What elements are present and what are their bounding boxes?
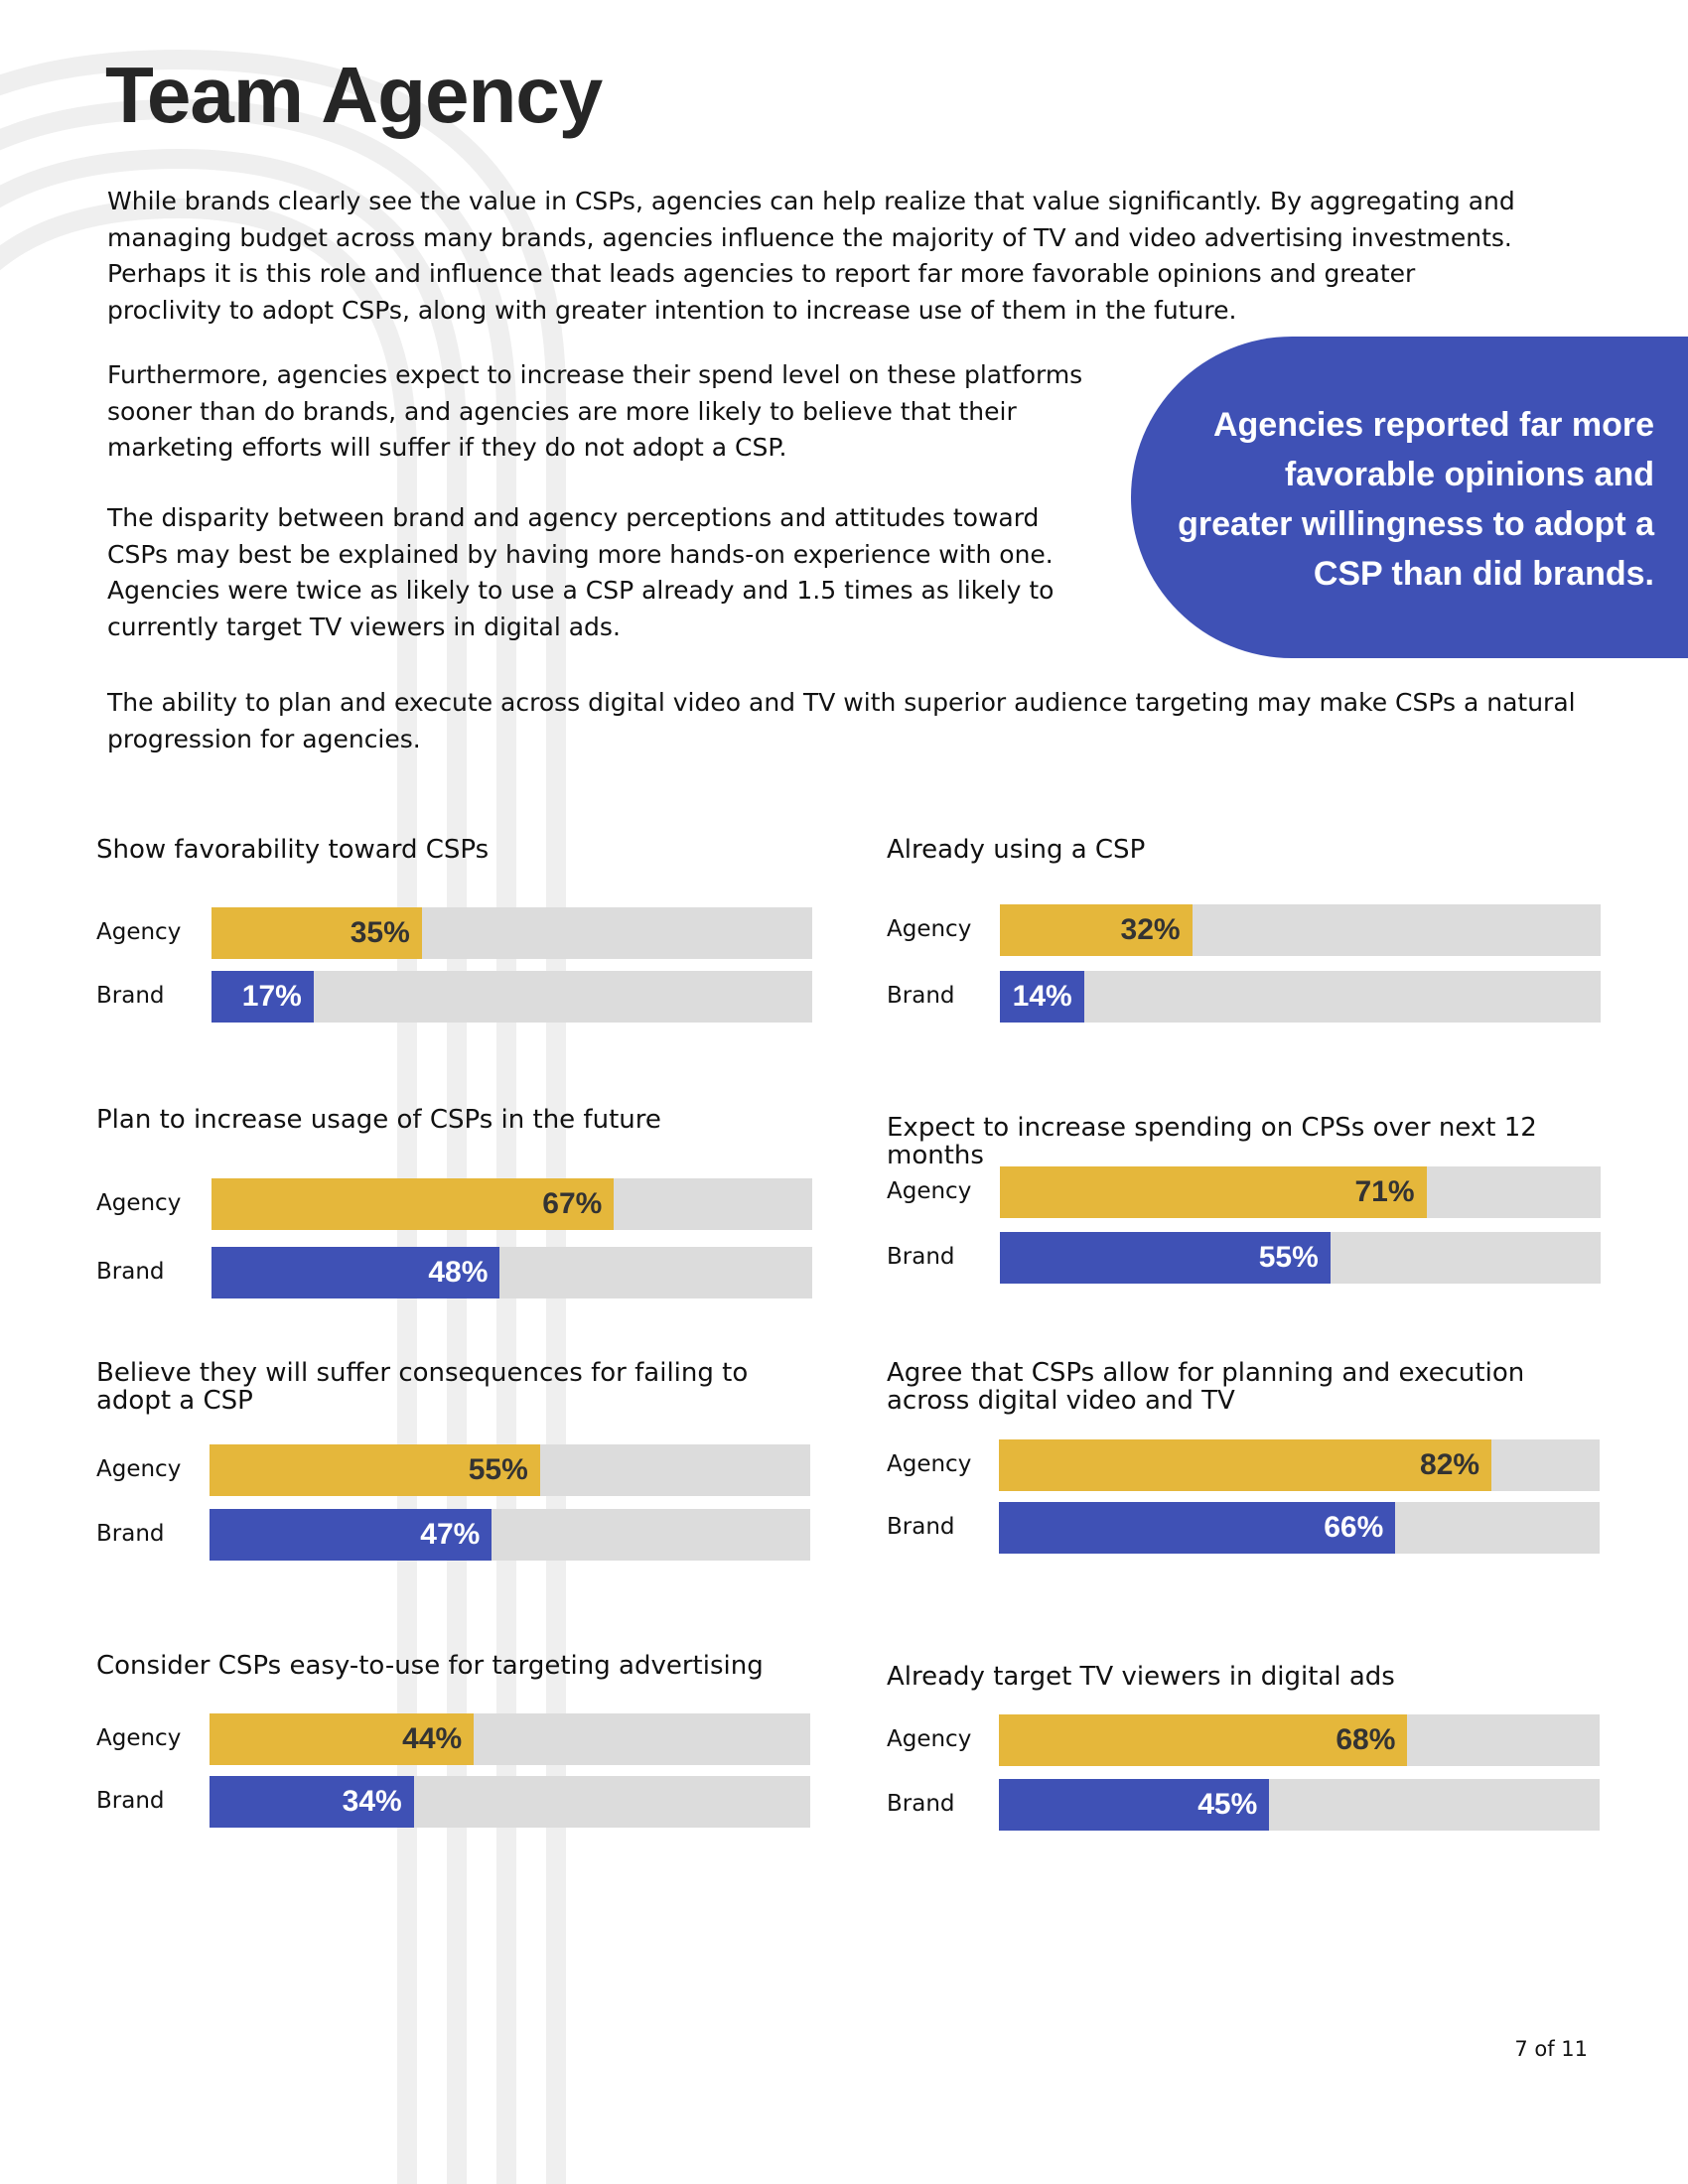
bar [999,1779,1270,1831]
page-number: 7 of 11 [1514,2037,1588,2061]
bar [210,1776,414,1828]
value-label: 32% [1120,913,1181,946]
value-label: 48% [428,1256,489,1289]
callout-box [1131,337,1688,658]
category-label: Brand [887,1244,955,1270]
chart-title: Consider CSPs easy-to-use for targeting … [96,1651,764,1681]
value-label: 55% [1258,1241,1319,1274]
category-label: Brand [887,1791,955,1817]
value-label: 66% [1324,1511,1384,1544]
paragraph: While brands clearly see the value in CS… [107,187,1515,325]
chart-title: Plan to increase usage of CSPs in the fu… [96,1105,661,1135]
category-label: Brand [96,983,165,1009]
bar [1000,1232,1331,1284]
value-label: 17% [241,980,302,1013]
paragraph: The ability to plan and execute across d… [107,688,1576,753]
value-label: 71% [1354,1175,1415,1208]
bar [210,1509,492,1561]
value-label: 44% [402,1722,463,1755]
bar [210,1444,540,1496]
chart-title: Expect to increase spending on CPSs over… [887,1113,1537,1170]
bar [999,1439,1492,1491]
bar [211,971,314,1023]
paragraph: The disparity between brand and agency p… [107,503,1055,641]
bar [210,1713,475,1765]
value-label: 14% [1012,980,1072,1013]
bar [999,1502,1396,1554]
background-decoration [0,49,566,2184]
page-title: Team Agency [105,51,603,139]
bar [999,1714,1408,1766]
value-label: 67% [542,1187,603,1220]
category-label: Brand [96,1259,165,1285]
callout-text: Agencies reported far more favorable opi… [1178,406,1654,593]
category-label: Agency [887,916,972,942]
value-label: 34% [342,1785,402,1818]
chart-title: Agree that CSPs allow for planning and e… [887,1358,1525,1416]
value-label: 47% [420,1518,481,1551]
chart-title: Already using a CSP [887,835,1146,865]
chart-title: Show favorability toward CSPs [96,835,490,865]
category-label: Brand [887,983,955,1009]
bar [1000,1166,1427,1218]
bar [211,907,422,959]
paragraph: Furthermore, agencies expect to increase… [107,360,1083,462]
value-label: 82% [1420,1448,1480,1481]
chart-title: Believe they will suffer consequences fo… [96,1358,749,1416]
category-label: Agency [96,1725,182,1751]
bar [211,1247,500,1298]
category-label: Brand [887,1514,955,1540]
category-label: Brand [96,1521,165,1547]
category-label: Brand [96,1788,165,1814]
bar-track [1000,971,1601,1023]
value-label: 68% [1336,1723,1396,1756]
bar [1000,971,1084,1023]
category-label: Agency [887,1451,972,1477]
category-label: Agency [96,1190,182,1216]
bar [1000,904,1193,956]
category-label: Agency [887,1178,972,1204]
value-label: 45% [1197,1788,1258,1821]
chart-title: Already target TV viewers in digital ads [887,1662,1395,1692]
bar [211,1178,615,1230]
category-label: Agency [96,1456,182,1482]
category-label: Agency [887,1726,972,1752]
value-label: 35% [350,916,410,949]
value-label: 55% [468,1453,528,1486]
category-label: Agency [96,919,182,945]
